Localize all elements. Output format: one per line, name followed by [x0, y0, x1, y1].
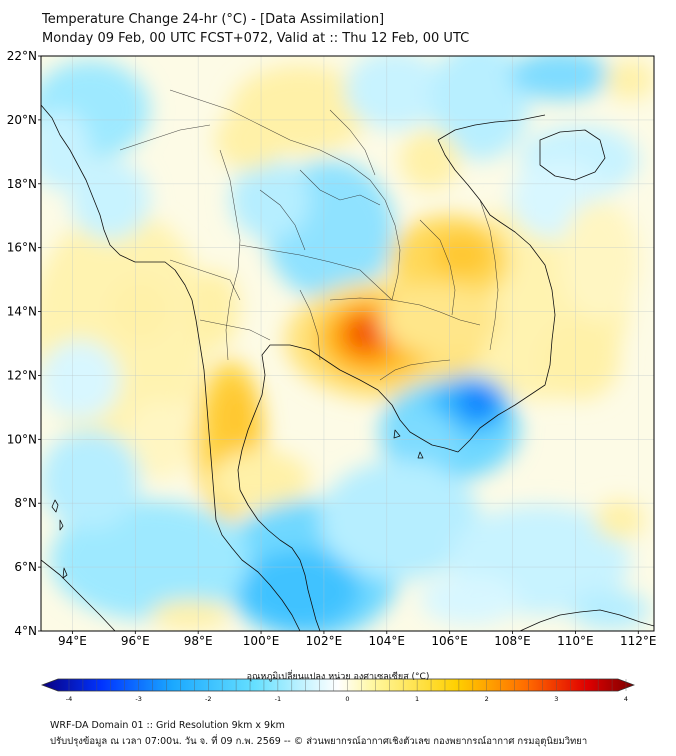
lon-tick-label: 102°E — [306, 634, 343, 648]
lat-tick-label: 10°N — [7, 432, 37, 446]
lat-tick-label: 14°N — [7, 305, 37, 319]
lat-tick-label: 12°N — [7, 368, 37, 382]
coastlines — [41, 104, 654, 631]
lon-tick-label: 94°E — [58, 634, 87, 648]
graticule — [41, 56, 654, 631]
lat-tick-label: 20°N — [7, 113, 37, 127]
colorbar-label: อุณหภูมิเปลี่ยนแปลง หน่วย องศาเซลเซียส (… — [246, 672, 430, 682]
map-subtitle: Monday 09 Feb, 00 UTC FCST+072, Valid at… — [42, 31, 470, 46]
lat-tick-label: 6°N — [14, 560, 37, 574]
latitude-labels: 22°N 20°N 18°N 16°N 14°N 12°N 10°N 8°N 6°N 4°N — [7, 49, 41, 638]
lat-tick-label: 4°N — [14, 624, 37, 638]
temperature-field — [41, 56, 654, 631]
colorbar-tick-label: -2 — [205, 695, 211, 703]
lon-tick-label: 106°E — [431, 634, 468, 648]
lon-tick-label: 110°E — [557, 634, 594, 648]
colorbar-strip — [41, 678, 635, 692]
colorbar-tick-label: -1 — [275, 695, 281, 703]
plot-frame — [40, 55, 655, 632]
colorbar-tick-label: -4 — [66, 695, 72, 703]
lon-tick-label: 112°E — [620, 634, 657, 648]
colorbar-tick-label: -3 — [135, 695, 141, 703]
colorbar: -4 -3 -2 -1 0 1 2 3 4 — [41, 678, 635, 703]
lon-tick-label: 100°E — [243, 634, 280, 648]
footer-resolution: WRF-DA Domain 01 :: Grid Resolution 9km … — [50, 720, 285, 731]
colorbar-tick-label: 2 — [485, 695, 489, 703]
lon-tick-label: 96°E — [121, 634, 150, 648]
lon-tick-label: 104°E — [369, 634, 406, 648]
lat-tick-label: 8°N — [14, 496, 37, 510]
lat-tick-label: 16°N — [7, 241, 37, 255]
longitude-labels: 94°E 96°E 98°E 100°E 102°E 104°E 106°E 108°E 110… — [58, 631, 657, 648]
colorbar-ticks: -4 -3 -2 -1 0 1 2 3 4 — [66, 679, 628, 703]
lon-tick-label: 98°E — [184, 634, 213, 648]
province-borders — [119, 89, 499, 381]
lat-tick-label: 18°N — [7, 177, 37, 191]
map-title: Temperature Change 24-hr (°C) - [Data As… — [42, 12, 385, 27]
colorbar-tick-label: 3 — [554, 695, 558, 703]
footer-credits: ปรับปรุงข้อมูล ณ เวลา 07:00น. วัน จ. ที่… — [50, 736, 588, 747]
lat-tick-label: 22°N — [7, 49, 37, 63]
colorbar-tick-label: 4 — [624, 695, 628, 703]
colorbar-tick-label: 1 — [415, 695, 419, 703]
colorbar-tick-label: 0 — [345, 695, 349, 703]
lon-tick-label: 108°E — [494, 634, 531, 648]
